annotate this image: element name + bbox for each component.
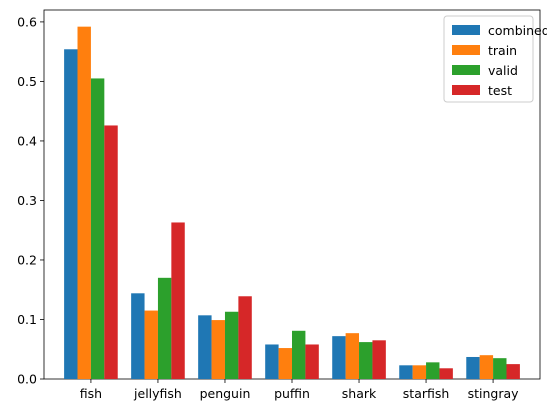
- bar-train-starfish: [412, 365, 427, 379]
- legend-swatch-valid: [452, 65, 480, 75]
- x-tick-label-starfish: starfish: [403, 386, 450, 401]
- x-tick-label-stingray: stingray: [468, 386, 520, 401]
- y-tick-label: 0.2: [17, 252, 37, 267]
- x-tick-label-shark: shark: [342, 386, 377, 401]
- legend-label-combined: combined: [488, 23, 547, 38]
- y-tick-label: 0.0: [17, 372, 37, 387]
- legend-label-train: train: [488, 43, 517, 58]
- bar-combined-stingray: [466, 356, 480, 379]
- bar-combined-shark: [332, 336, 346, 379]
- legend-swatch-train: [452, 45, 480, 55]
- bar-test-puffin: [305, 344, 319, 379]
- x-tick-label-fish: fish: [80, 386, 102, 401]
- x-axis: fish jellyfish penguin puffin shark starfish s…: [80, 379, 519, 401]
- bar-valid-starfish: [426, 362, 440, 379]
- bar-valid-stingray: [493, 358, 507, 379]
- bar-test-stingray: [506, 364, 520, 379]
- bar-test-jellyfish: [171, 222, 185, 379]
- y-tick-label: 0.6: [17, 14, 37, 29]
- bar-combined-starfish: [399, 365, 413, 379]
- bar-valid-fish: [90, 78, 105, 379]
- legend-frame: [443, 15, 534, 103]
- bar-combined-puffin: [265, 344, 279, 379]
- y-tick-label: 0.5: [17, 74, 37, 89]
- x-tick-label-jellyfish: jellyfish: [133, 386, 182, 401]
- x-tick-label-puffin: puffin: [274, 386, 310, 401]
- bars-group: [64, 26, 520, 380]
- bar-valid-penguin: [224, 311, 239, 379]
- bar-test-fish: [104, 125, 118, 380]
- legend-swatch-combined: [452, 25, 480, 35]
- bar-train-shark: [345, 333, 360, 379]
- x-tick-label-penguin: penguin: [200, 386, 251, 401]
- legend-label-test: test: [488, 83, 512, 98]
- bar-valid-shark: [359, 342, 373, 379]
- y-tick-label: 0.1: [17, 312, 37, 327]
- bar-valid-puffin: [292, 330, 306, 379]
- bar-train-penguin: [211, 320, 225, 379]
- y-tick-label: 0.4: [17, 133, 37, 148]
- bar-valid-jellyfish: [157, 277, 172, 379]
- bar-train-fish: [77, 26, 91, 379]
- bar-combined-jellyfish: [131, 293, 145, 379]
- legend: combined train valid test: [443, 15, 547, 103]
- y-axis: 0.0 0.1 0.2 0.3 0.4 0.5 0.6: [17, 14, 44, 387]
- bar-combined-fish: [64, 49, 78, 379]
- bar-train-jellyfish: [144, 310, 158, 379]
- bar-test-penguin: [238, 296, 252, 379]
- legend-label-valid: valid: [488, 63, 518, 78]
- legend-swatch-test: [452, 85, 480, 95]
- bar-combined-penguin: [198, 315, 212, 379]
- y-tick-label: 0.3: [17, 193, 37, 208]
- bar-train-puffin: [278, 348, 292, 379]
- bar-train-stingray: [479, 355, 494, 379]
- bar-test-starfish: [439, 368, 453, 379]
- bar-test-shark: [372, 340, 386, 379]
